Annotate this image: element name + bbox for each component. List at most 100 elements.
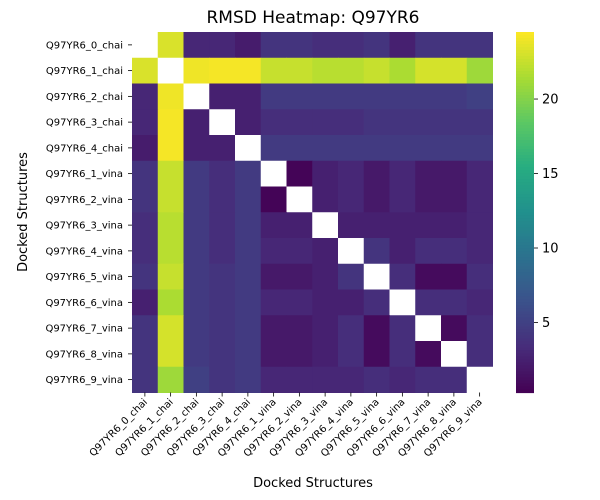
heatmap-cell	[312, 341, 339, 368]
colorbar-segment	[516, 47, 534, 51]
colorbar-segment	[516, 107, 534, 111]
heatmap-cell	[363, 212, 390, 239]
heatmap-cell	[441, 186, 468, 213]
colorbar-segment	[516, 302, 534, 306]
heatmap-cell	[441, 263, 468, 290]
colorbar-segment	[516, 167, 534, 171]
heatmap-cell	[415, 83, 442, 110]
colorbar-segment	[516, 230, 534, 234]
colorbar-segment	[516, 236, 534, 240]
y-tick-label: Q97YR6_3_chai	[46, 118, 123, 129]
heatmap-cell	[415, 160, 442, 187]
colorbar-segment	[516, 233, 534, 237]
colorbar-segment	[516, 374, 534, 379]
heatmap-cell	[286, 289, 313, 316]
heatmap-cell	[260, 109, 287, 136]
heatmap-cell	[209, 186, 236, 213]
heatmap-cell	[312, 135, 339, 162]
colorbar-segment	[516, 53, 534, 57]
colorbar-segment	[516, 332, 534, 337]
colorbar-segment	[516, 137, 534, 141]
colorbar-segment	[516, 197, 534, 201]
heatmap-cell	[338, 186, 365, 213]
heatmap-cell	[132, 366, 159, 393]
colorbar-segment	[516, 200, 534, 204]
heatmap-cell	[363, 135, 390, 162]
colorbar-segment	[516, 62, 534, 66]
heatmap-cell	[235, 212, 262, 239]
heatmap-cell	[363, 341, 390, 368]
colorbar-segment	[516, 185, 534, 189]
heatmap-cell	[338, 366, 365, 393]
heatmap-cell	[363, 57, 390, 84]
heatmap-cell	[157, 341, 184, 368]
colorbar-segment	[516, 173, 534, 177]
heatmap-cell	[441, 315, 468, 342]
colorbar-segment	[516, 188, 534, 192]
heatmap-cell	[132, 57, 159, 84]
heatmap-cell	[132, 315, 159, 342]
colorbar-segment	[516, 68, 534, 72]
heatmap-cell	[389, 135, 416, 162]
colorbar-segment	[516, 350, 534, 355]
heatmap-cell	[466, 57, 493, 84]
colorbar-segment	[516, 224, 534, 228]
colorbar-segment	[516, 227, 534, 231]
heatmap-cell	[312, 186, 339, 213]
heatmap-cell	[389, 238, 416, 265]
colorbar-segment	[516, 143, 534, 147]
y-axis-label: Docked Structures	[16, 152, 31, 272]
heatmap-cell	[183, 263, 210, 290]
colorbar-segment	[516, 119, 534, 123]
heatmap-cell	[415, 212, 442, 239]
chart-title: RMSD Heatmap: Q97YR6	[206, 8, 419, 28]
heatmap-cell	[415, 109, 442, 136]
heatmap-cell	[441, 366, 468, 393]
heatmap-cell	[338, 135, 365, 162]
heatmap-cell	[286, 238, 313, 265]
colorbar-segment	[516, 113, 534, 117]
heatmap-cell	[235, 32, 262, 59]
heatmap-cell	[415, 32, 442, 59]
heatmap-cell	[286, 212, 313, 239]
y-tick-label: Q97YR6_9_vina	[45, 375, 123, 386]
colorbar-segment	[516, 245, 534, 249]
heatmap-cell	[286, 366, 313, 393]
colorbar-segment	[516, 131, 534, 135]
y-tick-label: Q97YR6_8_vina	[45, 349, 123, 360]
heatmap-cell	[466, 212, 493, 239]
heatmap-cell	[441, 57, 468, 84]
colorbar-segment	[516, 89, 534, 93]
colorbar-segment	[516, 170, 534, 174]
heatmap-cell	[260, 341, 287, 368]
colorbar-segment	[516, 140, 534, 144]
heatmap-cell	[157, 366, 184, 393]
colorbar-segment	[516, 50, 534, 54]
colorbar-segment	[516, 314, 534, 318]
heatmap-cell	[389, 289, 416, 316]
heatmap-cell	[183, 212, 210, 239]
colorbar-segment	[516, 71, 534, 75]
heatmap-cell	[389, 366, 416, 393]
y-tick-label: Q97YR6_4_chai	[46, 143, 123, 154]
heatmap-cell	[363, 366, 390, 393]
heatmap-cell	[338, 32, 365, 59]
heatmap-cell	[157, 160, 184, 187]
colorbar-segment	[516, 362, 534, 367]
colorbar-segment	[516, 263, 534, 267]
colorbar-segment	[516, 296, 534, 300]
heatmap-cell	[363, 238, 390, 265]
heatmap-cells	[132, 32, 493, 393]
x-tick-labels: Q97YR6_0_chaiQ97YR6_1_chaiQ97YR6_2_chaiQ…	[88, 392, 485, 459]
colorbar-segment	[516, 155, 534, 159]
colorbar-segment	[516, 344, 534, 349]
heatmap-cell	[260, 57, 287, 84]
heatmap-cell	[209, 57, 236, 84]
heatmap-cell	[235, 341, 262, 368]
colorbar-tick-label: 5	[542, 316, 550, 331]
heatmap-cell	[466, 32, 493, 59]
heatmap-cell	[338, 238, 365, 265]
heatmap-cell	[441, 83, 468, 110]
heatmap-cell	[260, 32, 287, 59]
